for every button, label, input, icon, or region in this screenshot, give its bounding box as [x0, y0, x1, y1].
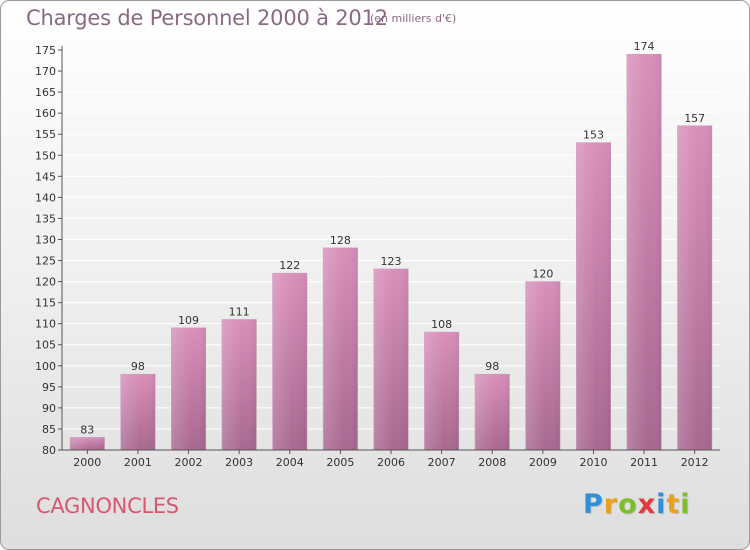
- y-tick-label: 90: [42, 402, 56, 415]
- x-tick-label: 2010: [579, 456, 607, 469]
- y-tick-label: 160: [35, 107, 56, 120]
- bar-value-label: 98: [131, 360, 145, 373]
- y-tick-label: 170: [35, 65, 56, 78]
- x-tick-label: 2005: [326, 456, 354, 469]
- bar-value-label: 123: [381, 255, 402, 268]
- x-tick-label: 2012: [681, 456, 709, 469]
- x-tick-label: 2008: [478, 456, 506, 469]
- y-tick-label: 110: [35, 318, 56, 331]
- chart-title: Charges de Personnel 2000 à 2012: [26, 6, 388, 30]
- bar-value-label: 109: [178, 314, 199, 327]
- bar-value-label: 122: [279, 259, 300, 272]
- logo-letter: t: [666, 489, 681, 520]
- bar-shade-2012: [677, 125, 712, 450]
- x-tick-label: 2011: [630, 456, 658, 469]
- bar-shade-2008: [475, 374, 510, 450]
- bar-shade-2002: [171, 327, 206, 450]
- logo-letter: P: [583, 489, 604, 520]
- bar-shade-2003: [221, 319, 257, 450]
- bar-value-label: 98: [485, 360, 499, 373]
- x-tick-label: 2006: [377, 456, 405, 469]
- y-tick-label: 120: [35, 276, 56, 289]
- y-tick-label: 125: [35, 255, 56, 268]
- logo-letter: i: [656, 489, 667, 520]
- bar-shade-2000: [70, 437, 105, 450]
- commune-name: CAGNONCLES: [36, 494, 179, 518]
- bar-value-label: 108: [431, 318, 452, 331]
- logo-letter: x: [637, 489, 657, 520]
- x-tick-label: 2003: [225, 456, 253, 469]
- y-tick-label: 155: [35, 128, 56, 141]
- y-tick-label: 130: [35, 233, 56, 246]
- bar-shade-2009: [525, 281, 561, 450]
- bar-shade-2004: [272, 273, 307, 450]
- y-tick-label: 150: [35, 149, 56, 162]
- bar-shade-2005: [323, 247, 358, 450]
- x-tick-label: 2000: [73, 456, 101, 469]
- y-tick-label: 145: [35, 170, 56, 183]
- x-tick-label: 2009: [529, 456, 557, 469]
- logo-letter: r: [603, 489, 619, 520]
- bar-value-label: 157: [684, 112, 705, 125]
- chart-subtitle: (en milliers d'€): [370, 12, 457, 25]
- bar-shade-2011: [626, 54, 662, 451]
- y-tick-label: 175: [35, 44, 56, 57]
- bar-value-label: 153: [583, 129, 604, 142]
- bar-value-label: 128: [330, 234, 351, 247]
- bar-value-label: 174: [634, 40, 655, 53]
- x-tick-label: 2002: [175, 456, 203, 469]
- x-tick-label: 2001: [124, 456, 152, 469]
- logo-letter: o: [618, 489, 638, 520]
- proxiti-logo: Proxiti: [583, 489, 691, 520]
- y-tick-label: 80: [42, 444, 56, 457]
- y-tick-label: 105: [35, 339, 56, 352]
- x-tick-label: 2007: [428, 456, 456, 469]
- y-tick-label: 95: [42, 381, 56, 394]
- logo-letter: i: [680, 489, 691, 520]
- y-axis: 80 85 90 95 100 105 110 115 120 125 130 135 140 145 15…: [35, 44, 63, 457]
- bar-value-label: 111: [229, 305, 250, 318]
- bars-group: 83 98 109 111 122 128 123 108 98 120 153 174 157: [69, 40, 713, 451]
- bar-value-label: 120: [532, 268, 553, 281]
- x-axis: 2000 2001 2002 2003 2004 2005 2006 2007 2008 2009…: [62, 449, 720, 469]
- y-tick-label: 165: [35, 86, 56, 99]
- bar-shade-2006: [373, 268, 409, 450]
- x-tick-label: 2004: [276, 456, 304, 469]
- bar-value-label: 83: [80, 423, 94, 436]
- y-tick-label: 140: [35, 191, 56, 204]
- y-tick-label: 85: [42, 423, 56, 436]
- bar-shade-2001: [120, 374, 156, 450]
- bar-shade-2010: [576, 142, 611, 450]
- bar-shade-2007: [424, 332, 459, 450]
- y-tick-label: 135: [35, 212, 56, 225]
- y-tick-label: 115: [35, 297, 56, 310]
- y-tick-label: 100: [35, 360, 56, 373]
